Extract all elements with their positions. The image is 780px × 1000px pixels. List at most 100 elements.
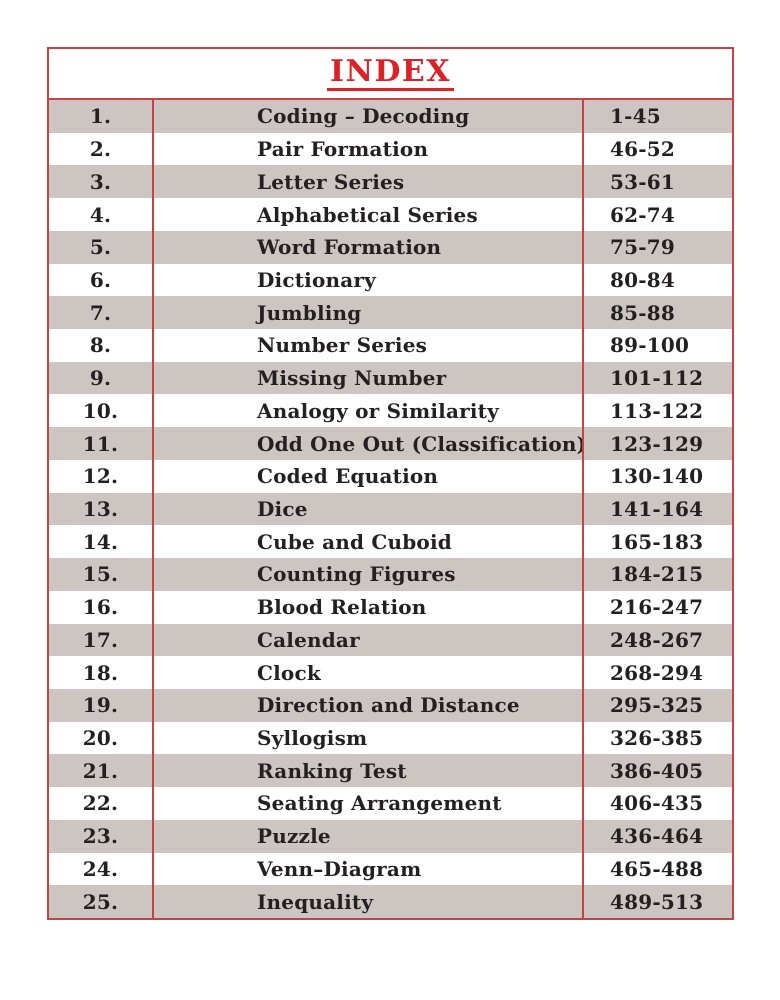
row-number: 18. <box>49 656 154 689</box>
index-rows: 1. Coding – Decoding 1-45 2. Pair Format… <box>49 100 732 918</box>
row-number: 23. <box>49 819 154 853</box>
index-row: 24. Venn–Diagram 465-488 <box>49 852 732 886</box>
row-number: 21. <box>49 754 154 788</box>
index-table: INDEX 1. Coding – Decoding 1-45 2. Pair … <box>47 47 734 920</box>
row-topic: Dictionary <box>154 263 584 297</box>
row-number: 4. <box>49 198 154 231</box>
row-pages: 62-74 <box>610 202 675 227</box>
row-pages: 295-325 <box>610 693 704 718</box>
index-row: 5. Word Formation 75-79 <box>49 230 732 264</box>
index-row: 4. Alphabetical Series 62-74 <box>49 198 732 231</box>
row-topic: Seating Arrangement <box>154 787 584 820</box>
row-number: 10. <box>49 394 154 428</box>
row-topic: Ranking Test <box>154 754 584 788</box>
index-row: 22. Seating Arrangement 406-435 <box>49 787 732 820</box>
row-number: 24. <box>49 852 154 886</box>
index-row: 20. Syllogism 326-385 <box>49 721 732 755</box>
row-pages: 436-464 <box>610 824 704 849</box>
row-topic: Counting Figures <box>154 558 584 591</box>
row-number: 7. <box>49 296 154 330</box>
row-topic: Syllogism <box>154 721 584 755</box>
row-pages: 141-164 <box>610 496 704 521</box>
row-pages: 101-112 <box>610 366 704 391</box>
row-number: 16. <box>49 590 154 624</box>
row-topic: Analogy or Similarity <box>154 394 584 428</box>
index-row: 16. Blood Relation 216-247 <box>49 590 732 624</box>
row-number: 13. <box>49 492 154 526</box>
row-topic: Calendar <box>154 623 584 657</box>
row-number: 3. <box>49 165 154 199</box>
row-topic: Dice <box>154 492 584 526</box>
row-pages: 85-88 <box>610 300 675 325</box>
row-topic: Letter Series <box>154 165 584 199</box>
row-pages: 46-52 <box>610 137 675 162</box>
index-row: 21. Ranking Test 386-405 <box>49 754 732 788</box>
row-number: 15. <box>49 558 154 591</box>
row-pages: 406-435 <box>610 791 704 816</box>
row-pages: 75-79 <box>610 235 675 260</box>
index-row: 25. Inequality 489-513 <box>49 885 732 918</box>
row-number: 9. <box>49 361 154 395</box>
row-number: 17. <box>49 623 154 657</box>
index-row: 12. Coded Equation 130-140 <box>49 459 732 493</box>
row-pages: 165-183 <box>610 529 704 554</box>
index-row: 6. Dictionary 80-84 <box>49 263 732 297</box>
row-topic: Number Series <box>154 329 584 362</box>
index-row: 19. Direction and Distance 295-325 <box>49 688 732 722</box>
index-row: 1. Coding – Decoding 1-45 <box>49 100 732 133</box>
row-number: 11. <box>49 427 154 460</box>
index-row: 2. Pair Formation 46-52 <box>49 132 732 166</box>
row-pages: 268-294 <box>610 660 704 685</box>
index-row: 7. Jumbling 85-88 <box>49 296 732 330</box>
row-topic: Blood Relation <box>154 590 584 624</box>
row-number: 8. <box>49 329 154 362</box>
index-row: 17. Calendar 248-267 <box>49 623 732 657</box>
row-pages: 386-405 <box>610 758 704 783</box>
row-pages: 80-84 <box>610 267 675 292</box>
index-row: 18. Clock 268-294 <box>49 656 732 689</box>
row-pages: 123-129 <box>610 431 704 456</box>
row-topic: Venn–Diagram <box>154 852 584 886</box>
index-row: 9. Missing Number 101-112 <box>49 361 732 395</box>
row-topic: Clock <box>154 656 584 689</box>
row-number: 25. <box>49 885 154 918</box>
row-number: 5. <box>49 230 154 264</box>
row-topic: Inequality <box>154 885 584 918</box>
row-pages: 326-385 <box>610 726 704 751</box>
row-pages: 216-247 <box>610 595 704 620</box>
row-number: 6. <box>49 263 154 297</box>
row-number: 2. <box>49 132 154 166</box>
row-topic: Coded Equation <box>154 459 584 493</box>
index-row: 13. Dice 141-164 <box>49 492 732 526</box>
row-topic: Odd One Out (Classification) <box>154 427 584 460</box>
index-row: 15. Counting Figures 184-215 <box>49 558 732 591</box>
row-topic: Puzzle <box>154 819 584 853</box>
row-topic: Word Formation <box>154 230 584 264</box>
row-pages: 113-122 <box>610 398 704 423</box>
row-number: 22. <box>49 787 154 820</box>
index-row: 3. Letter Series 53-61 <box>49 165 732 199</box>
index-row: 8. Number Series 89-100 <box>49 329 732 362</box>
row-pages: 248-267 <box>610 627 704 652</box>
row-number: 1. <box>49 100 154 133</box>
row-pages: 53-61 <box>610 169 675 194</box>
row-number: 19. <box>49 688 154 722</box>
index-header: INDEX <box>49 49 732 100</box>
row-topic: Cube and Cuboid <box>154 525 584 559</box>
index-row: 11. Odd One Out (Classification) 123-129 <box>49 427 732 460</box>
index-title: INDEX <box>326 56 455 92</box>
index-row: 14. Cube and Cuboid 165-183 <box>49 525 732 559</box>
index-row: 10. Analogy or Similarity 113-122 <box>49 394 732 428</box>
row-topic: Missing Number <box>154 361 584 395</box>
row-topic: Pair Formation <box>154 132 584 166</box>
row-topic: Jumbling <box>154 296 584 330</box>
row-pages: 130-140 <box>610 464 704 489</box>
index-row: 23. Puzzle 436-464 <box>49 819 732 853</box>
row-pages: 89-100 <box>610 333 690 358</box>
row-number: 20. <box>49 721 154 755</box>
row-topic: Direction and Distance <box>154 688 584 722</box>
row-number: 14. <box>49 525 154 559</box>
row-topic: Alphabetical Series <box>154 198 584 231</box>
row-pages: 489-513 <box>610 889 704 914</box>
